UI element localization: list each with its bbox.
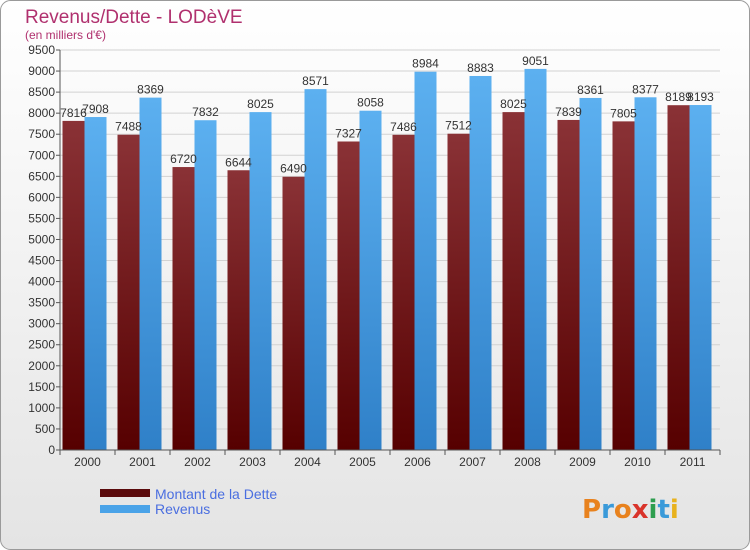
bar-dette-2004 [282,176,305,450]
y-tick-label: 6000 [28,190,55,204]
data-label-revenus-2009: 8361 [577,83,604,97]
y-tick-label: 9500 [28,43,55,57]
bar-dette-2007 [447,133,470,450]
y-tick-label: 2500 [28,338,55,352]
bar-revenus-2008 [524,68,547,450]
bar-revenus-2003 [249,112,272,451]
data-label-revenus-2001: 8369 [137,83,164,97]
bar-dette-2009 [557,119,580,451]
data-label-revenus-2011: 8193 [687,90,714,104]
y-tick-label: 6500 [28,169,55,183]
data-label-dette-2008: 8025 [500,97,527,111]
data-label-revenus-2005: 8058 [357,96,384,110]
y-tick-label: 7500 [28,127,55,141]
bar-revenus-2009 [579,97,602,451]
proxiti-logo: Proxiti [582,495,679,525]
data-label-dette-2011: 8189 [665,90,692,104]
x-tick-label: 2000 [74,455,101,469]
y-tick-label: 4500 [28,254,55,268]
y-tick-label: 0 [48,443,55,457]
bar-dette-2003 [227,170,250,450]
legend-swatch-dette [100,489,150,497]
data-label-dette-2002: 6720 [170,152,197,166]
data-label-revenus-2007: 8883 [467,61,494,75]
y-tick-label: 5000 [28,232,55,246]
x-tick-label: 2011 [680,455,706,469]
y-tick-label: 9000 [28,64,55,78]
logo-text: Proxiti [582,495,679,525]
bar-dette-2001 [117,134,140,450]
legend-label-revenus: Revenus [155,501,210,517]
bar-dette-2002 [172,167,195,451]
data-label-revenus-2003: 8025 [247,97,274,111]
x-tick-label: 2002 [184,455,211,469]
bar-revenus-2002 [194,120,217,451]
legend: Montant de la Dette Revenus [100,486,277,517]
x-tick-label: 2010 [624,455,651,469]
y-tick-label: 1000 [28,401,55,415]
bar-revenus-2011 [689,105,712,450]
x-tick-label: 2004 [294,455,321,469]
bar-revenus-2004 [304,89,327,451]
data-label-revenus-2002: 7832 [192,105,219,119]
data-label-dette-2009: 7839 [555,105,582,119]
bar-dette-2005 [337,141,360,450]
y-tick-label: 8500 [28,85,55,99]
bar-revenus-2001 [139,97,162,450]
x-axis-ticks: 2000 2001 2002 2003 2004 2005 2006 2007 2008 2009… [59,450,721,469]
legend-item-revenus: Revenus [100,501,210,517]
bar-dette-2011 [667,105,690,450]
y-tick-label: 3500 [28,296,55,310]
x-tick-label: 2009 [569,455,596,469]
data-label-dette-2005: 7327 [335,126,362,140]
x-tick-label: 2006 [404,455,431,469]
y-tick-label: 8000 [28,106,55,120]
data-label-revenus-2006: 8984 [412,57,439,71]
data-label-revenus-2010: 8377 [632,82,659,96]
grid-layer [60,49,720,451]
bar-dette-2010 [612,121,635,451]
y-tick-label: 3000 [28,317,55,331]
bar-revenus-2010 [634,97,657,450]
bars-layer [62,68,712,451]
y-tick-label: 2000 [28,359,55,373]
x-tick-label: 2007 [459,455,486,469]
x-tick-label: 2003 [239,455,266,469]
data-label-dette-2010: 7805 [610,106,637,120]
data-label-revenus-2004: 8571 [302,74,329,88]
y-tick-label: 5500 [28,211,55,225]
data-label-dette-2003: 6644 [225,155,252,169]
bar-revenus-2006 [414,71,437,450]
x-tick-label: 2008 [514,455,541,469]
data-label-dette-2000: 7816 [60,106,87,120]
legend-label-dette: Montant de la Dette [155,486,277,502]
bar-revenus-2000 [84,117,107,450]
legend-item-dette: Montant de la Dette [100,486,277,502]
y-tick-label: 1500 [28,380,55,394]
bar-dette-2008 [502,112,525,451]
y-tick-label: 7000 [28,148,55,162]
bar-revenus-2007 [469,75,492,451]
y-axis-ticks: 0 500 1000 1500 2000 2500 3000 3500 4000 4500 5000… [28,43,60,457]
data-label-dette-2007: 7512 [445,119,472,133]
y-tick-label: 4000 [28,275,55,289]
bar-revenus-2005 [359,110,382,450]
legend-swatch-revenus [100,505,150,513]
y-tick-label: 500 [35,422,55,436]
data-label-dette-2001: 7488 [115,120,142,134]
data-label-dette-2006: 7486 [390,120,417,134]
data-label-revenus-2000: 7908 [82,102,109,116]
bar-dette-2006 [392,134,415,451]
chart-title: Revenus/Dette - LODèVE [25,7,243,28]
data-label-revenus-2008: 9051 [522,54,549,68]
x-tick-label: 2005 [349,455,376,469]
data-label-dette-2004: 6490 [280,162,307,176]
x-tick-label: 2001 [129,455,156,469]
chart-subtitle: (en milliers d'€) [25,28,106,42]
bar-dette-2000 [62,120,85,450]
